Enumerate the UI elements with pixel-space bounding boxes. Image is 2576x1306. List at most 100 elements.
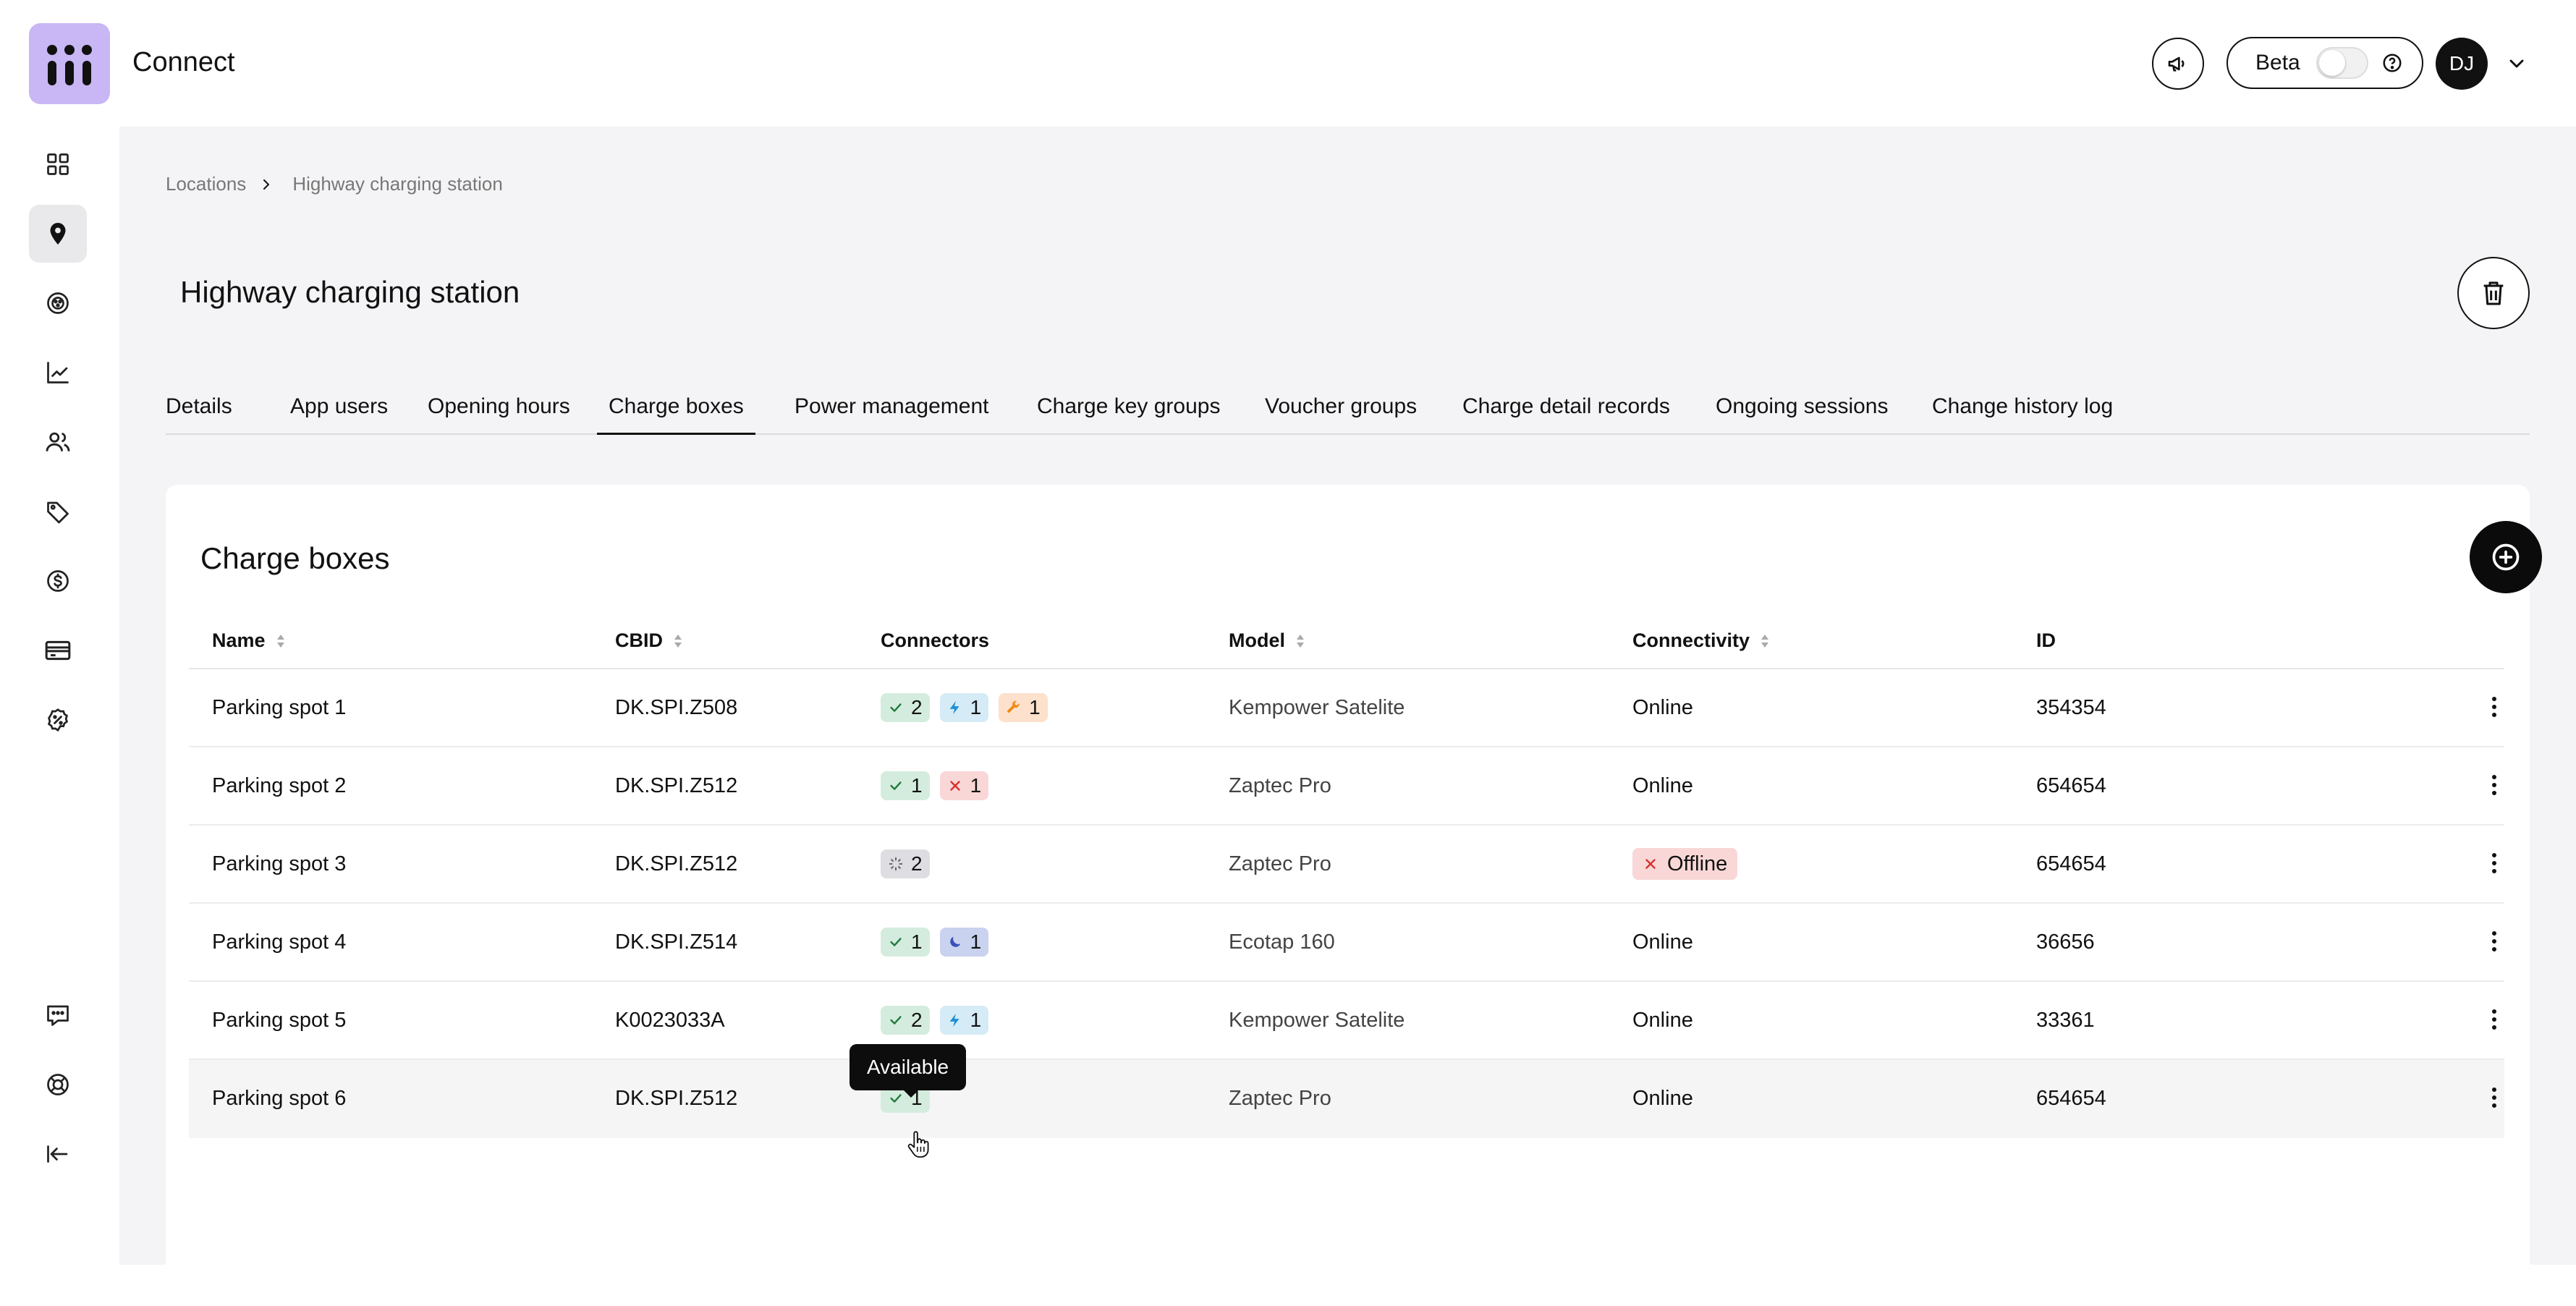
wrench-icon: [1007, 700, 1020, 713]
sidebar-item-users[interactable]: [29, 413, 87, 471]
help-icon[interactable]: [2381, 52, 2403, 74]
more-vertical-icon[interactable]: [2490, 1087, 2499, 1111]
charge-boxes-card: Charge boxes Name CBID Connectors Model …: [166, 485, 2542, 1306]
charger-socket-icon: [47, 292, 69, 314]
cell-connectors: 2: [881, 826, 940, 902]
column-header-connectivity[interactable]: Connectivity: [1632, 629, 1770, 652]
main-content: Locations Highway charging station Highw…: [119, 127, 2576, 1306]
beta-label: Beta: [2255, 51, 2300, 75]
avatar[interactable]: DJ: [2436, 38, 2488, 90]
sidebar-item-feedback[interactable]: [29, 986, 87, 1044]
announcements-button[interactable]: [2152, 38, 2204, 90]
sort-icon: [1760, 633, 1770, 649]
location-pin-icon: [50, 223, 66, 245]
connector-suspended-chip[interactable]: 1: [939, 928, 989, 957]
delete-location-button[interactable]: [2457, 257, 2530, 329]
tab-voucher-groups[interactable]: Voucher groups: [1265, 394, 1418, 418]
users-icon: [46, 432, 70, 451]
x-icon: [1645, 859, 1656, 869]
sidebar-item-locations[interactable]: [29, 205, 87, 263]
more-vertical-icon[interactable]: [2490, 1009, 2499, 1032]
column-header-cbid[interactable]: CBID: [615, 629, 683, 652]
credit-card-icon: [45, 640, 71, 661]
connector-charging-chip[interactable]: 1: [939, 1006, 989, 1035]
sidebar: [0, 127, 119, 1265]
chevron-down-icon[interactable]: [2505, 52, 2528, 79]
cell-cbid: DK.SPI.Z508: [615, 695, 738, 719]
tab-ongoing-sessions[interactable]: Ongoing sessions: [1716, 394, 1889, 418]
more-vertical-icon[interactable]: [2490, 697, 2499, 720]
cell-model: Zaptec Pro: [1229, 1086, 1331, 1110]
sort-icon: [673, 633, 683, 649]
more-vertical-icon[interactable]: [2490, 775, 2499, 798]
tab-power-management[interactable]: Power management: [795, 394, 989, 418]
sidebar-item-collapse[interactable]: [29, 1125, 87, 1183]
column-header-name[interactable]: Name: [212, 629, 286, 652]
table-row[interactable]: Parking spot 2 DK.SPI.Z512 1 1 Zaptec Pr…: [189, 747, 2504, 826]
top-bar: Connect Beta DJ: [0, 0, 2576, 127]
table-row[interactable]: Parking spot 5 K0023033A 2 1 Kempower Sa…: [189, 982, 2504, 1060]
tab-app-users[interactable]: App users: [290, 394, 389, 418]
connector-unknown-chip[interactable]: 2: [881, 849, 930, 878]
sidebar-item-support[interactable]: [29, 1056, 87, 1114]
chevron-right-icon: [258, 176, 275, 193]
connector-tooltip: Available: [850, 1044, 967, 1090]
lightning-icon: [949, 1013, 959, 1027]
beta-toggle[interactable]: [2316, 47, 2368, 79]
connector-faulted-chip[interactable]: 1: [999, 693, 1048, 722]
connector-error-chip[interactable]: 1: [939, 771, 989, 800]
check-icon: [890, 703, 902, 712]
cell-id: 654654: [2036, 852, 2106, 875]
sidebar-item-dashboard[interactable]: [29, 135, 87, 193]
lifebuoy-icon: [47, 1074, 69, 1095]
cell-model: Kempower Satelite: [1229, 695, 1405, 719]
cell-id: 654654: [2036, 773, 2106, 797]
tab-opening-hours[interactable]: Opening hours: [428, 394, 570, 418]
sidebar-item-discounts[interactable]: [29, 691, 87, 749]
tab-charge-key-groups[interactable]: Charge key groups: [1037, 394, 1221, 418]
cell-id: 36656: [2036, 930, 2095, 954]
cell-connectors: 2 1 1: [881, 669, 1058, 746]
cell-connectivity: Online: [1632, 1086, 1693, 1110]
table-row[interactable]: Parking spot 3 DK.SPI.Z512 2 Zaptec Pro …: [189, 826, 2504, 904]
sidebar-item-pricing[interactable]: [29, 552, 87, 610]
table-row[interactable]: Parking spot 6 DK.SPI.Z512 1 Zaptec Pro …: [189, 1060, 2504, 1138]
breadcrumb: Locations Highway charging station: [166, 173, 503, 195]
table-row[interactable]: Parking spot 1 DK.SPI.Z508 2 1 1 Kempowe…: [189, 669, 2504, 747]
tab-charge-boxes[interactable]: Charge boxes: [597, 394, 755, 435]
sidebar-item-analytics[interactable]: [29, 344, 87, 402]
app-logo[interactable]: [29, 23, 110, 104]
more-vertical-icon[interactable]: [2490, 931, 2499, 954]
beta-toggle-group: Beta: [2227, 37, 2423, 89]
discount-badge-icon: [47, 708, 69, 732]
app-title: Connect: [132, 47, 235, 77]
connector-available-chip[interactable]: 2: [881, 1006, 930, 1035]
sidebar-item-chargers[interactable]: [29, 274, 87, 332]
connector-available-chip[interactable]: 1: [881, 771, 930, 800]
sort-icon: [276, 633, 286, 649]
tab-charge-detail-records[interactable]: Charge detail records: [1462, 394, 1670, 418]
card-title: Charge boxes: [200, 541, 390, 575]
cell-name: Parking spot 3: [212, 852, 347, 875]
connector-charging-chip[interactable]: 1: [939, 693, 989, 722]
check-icon: [890, 1016, 902, 1025]
more-vertical-icon[interactable]: [2490, 853, 2499, 876]
sidebar-item-payments[interactable]: [29, 622, 87, 679]
add-charge-box-button[interactable]: [2470, 521, 2542, 593]
page-title: Highway charging station: [180, 275, 520, 309]
tab-details[interactable]: Details: [166, 394, 232, 418]
connector-available-chip[interactable]: 2: [881, 693, 930, 722]
tab-change-history-log[interactable]: Change history log: [1932, 394, 2114, 418]
table-row[interactable]: Parking spot 4 DK.SPI.Z514 1 1 Ecotap 16…: [189, 904, 2504, 982]
connector-available-chip[interactable]: 1: [881, 928, 930, 957]
breadcrumb-locations-link[interactable]: Locations: [166, 173, 247, 195]
sort-icon: [1295, 633, 1305, 649]
cell-name: Parking spot 5: [212, 1008, 347, 1032]
column-header-model[interactable]: Model: [1229, 629, 1305, 652]
cell-connectivity: Online: [1632, 695, 1693, 719]
cell-name: Parking spot 2: [212, 773, 347, 797]
cell-id: 654654: [2036, 1086, 2106, 1110]
sidebar-item-tags[interactable]: [29, 483, 87, 540]
check-icon: [890, 938, 902, 946]
cell-connectors: 1 1: [881, 747, 999, 824]
